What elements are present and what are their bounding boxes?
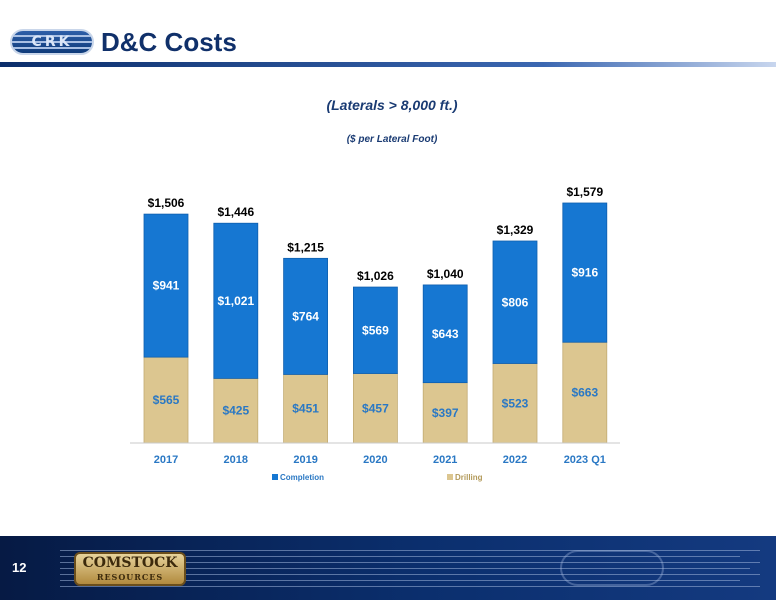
logo-text: CRK <box>31 34 73 50</box>
bar-completion-0 <box>143 213 189 358</box>
chart-subtitle-laterals: (Laterals > 8,000 ft.) <box>326 97 458 113</box>
comstock-logo: COMSTOCK RESOURCES <box>74 552 186 586</box>
header: CRK D&C Costs <box>0 0 776 70</box>
label-total-0: $1,506 <box>148 196 185 210</box>
label-drilling-6: $663 <box>571 386 598 400</box>
bar-completion-1 <box>213 222 259 379</box>
legend-label-drilling: Drilling <box>455 473 483 482</box>
dc-costs-chart: $565 $941 $1,506 2017 $425 $1,021 $1,446 2018 $4… <box>130 185 620 482</box>
footer-watermark-logo <box>560 550 664 586</box>
label-total-6: $1,579 <box>566 185 603 199</box>
label-drilling-2: $451 <box>292 402 319 416</box>
comstock-logo-name: COMSTOCK <box>82 555 178 571</box>
page-number: 12 <box>12 560 27 575</box>
label-drilling-1: $425 <box>222 404 249 418</box>
label-drilling-5: $523 <box>502 396 529 410</box>
label-drilling-0: $565 <box>153 393 180 407</box>
bar-completion-2 <box>283 257 329 375</box>
legend-swatch-drilling <box>447 474 453 480</box>
crk-logo: CRK <box>10 29 94 55</box>
label-completion-3: $569 <box>362 323 389 337</box>
x-tick-3: 2020 <box>363 454 387 466</box>
page-title: D&C Costs <box>101 27 237 57</box>
legend-label-completion: Completion <box>280 473 324 482</box>
bar-completion-4 <box>422 284 468 384</box>
x-tick-0: 2017 <box>154 454 178 466</box>
bar-completion-6 <box>562 202 608 343</box>
x-tick-5: 2022 <box>503 454 527 466</box>
comstock-logo-sub: RESOURCES <box>96 572 164 582</box>
label-completion-2: $764 <box>292 309 319 323</box>
x-tick-2: 2019 <box>293 454 317 466</box>
label-total-4: $1,040 <box>427 267 464 281</box>
label-completion-1: $1,021 <box>217 294 254 308</box>
x-tick-1: 2018 <box>224 454 248 466</box>
label-completion-6: $916 <box>571 266 598 280</box>
label-completion-4: $643 <box>432 327 459 341</box>
bar-drilling-6 <box>562 341 608 444</box>
chart-subtitle-units: ($ per Lateral Foot) <box>346 134 438 145</box>
bar-drilling-5 <box>492 363 538 444</box>
bar-completion-5 <box>492 240 538 364</box>
x-tick-6: 2023 Q1 <box>564 454 606 466</box>
label-total-5: $1,329 <box>497 223 534 237</box>
bar-completion-3 <box>352 286 398 374</box>
label-total-1: $1,446 <box>217 205 254 219</box>
label-total-2: $1,215 <box>287 240 324 254</box>
header-divider <box>0 62 776 67</box>
label-completion-0: $941 <box>153 279 180 293</box>
x-tick-4: 2021 <box>433 454 457 466</box>
bar-drilling-0 <box>143 356 189 444</box>
footer: 12 COMSTOCK RESOURCES <box>0 536 776 600</box>
label-drilling-4: $397 <box>432 406 459 420</box>
legend-swatch-completion <box>272 474 278 480</box>
label-drilling-3: $457 <box>362 401 389 415</box>
label-completion-5: $806 <box>502 295 529 309</box>
label-total-3: $1,026 <box>357 269 394 283</box>
